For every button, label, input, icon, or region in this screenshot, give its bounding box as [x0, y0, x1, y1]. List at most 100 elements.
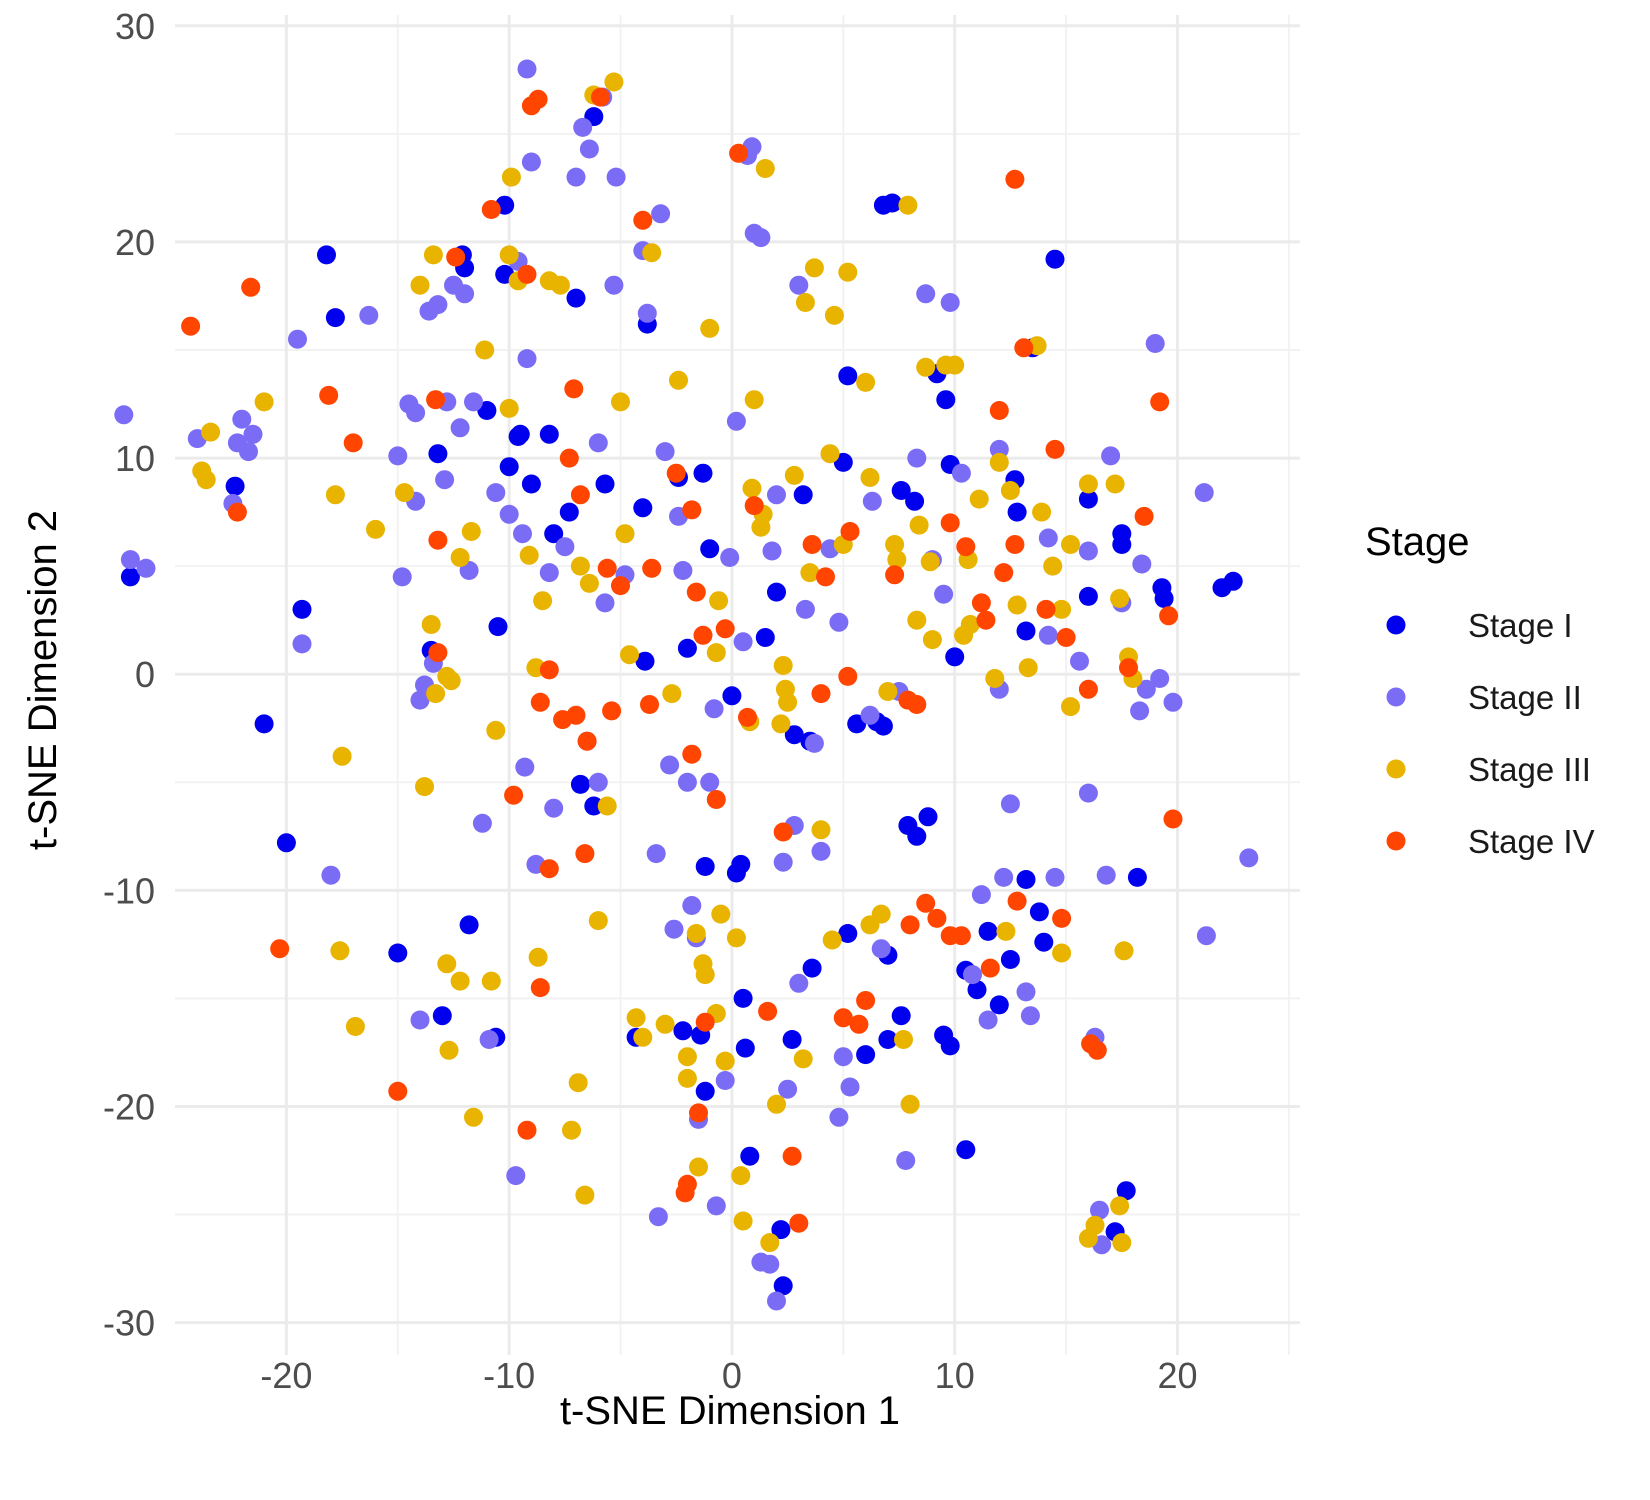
data-point [519, 545, 539, 565]
legend-key [1386, 615, 1406, 635]
data-point [432, 1006, 452, 1026]
data-point [744, 390, 764, 410]
data-point [784, 465, 804, 485]
data-point [833, 1008, 853, 1028]
data-point [802, 958, 822, 978]
data-point [332, 746, 352, 766]
data-point [513, 524, 532, 544]
data-point [506, 1166, 526, 1186]
data-point [559, 448, 579, 468]
data-point [435, 470, 455, 490]
data-point [428, 643, 448, 663]
data-point [579, 139, 599, 159]
data-point [706, 643, 726, 663]
data-point [775, 679, 795, 699]
data-point [1007, 891, 1027, 911]
data-point [499, 398, 519, 418]
data-point [1159, 606, 1179, 626]
data-point [1045, 439, 1065, 459]
data-point [1061, 535, 1080, 554]
data-point [695, 1081, 715, 1101]
data-point [566, 705, 586, 725]
data-point [410, 1010, 430, 1030]
data-point [539, 563, 559, 583]
data-point [1132, 554, 1152, 574]
data-point [114, 405, 134, 425]
data-point [689, 1157, 708, 1177]
data-point [464, 1107, 483, 1127]
data-point [677, 1047, 697, 1067]
data-point [963, 965, 982, 985]
data-point [343, 433, 363, 453]
data-point [317, 245, 336, 265]
data-point [648, 1207, 668, 1227]
data-point [784, 725, 804, 745]
data-point [989, 401, 1009, 420]
data-point [1036, 599, 1056, 619]
data-point [410, 275, 430, 295]
data-point [1223, 571, 1243, 591]
data-point [1052, 943, 1072, 963]
data-point [254, 392, 274, 412]
legend-label: Stage IV [1468, 823, 1595, 860]
data-point [1005, 535, 1025, 554]
data-point [918, 807, 938, 827]
data-point [515, 757, 535, 777]
data-point [773, 852, 793, 872]
data-point [726, 411, 746, 431]
data-point [971, 593, 991, 613]
data-point [673, 1021, 693, 1041]
data-point [392, 567, 412, 587]
data-point [642, 558, 662, 578]
data-point [486, 483, 506, 503]
data-point [642, 243, 662, 263]
data-point [1136, 679, 1156, 699]
data-point [673, 561, 693, 580]
data-point [820, 444, 840, 464]
x-axis-title: t-SNE Dimension 1 [560, 1389, 900, 1433]
data-point [1032, 502, 1052, 522]
data-point [862, 491, 882, 511]
data-point [909, 515, 929, 535]
legend-key [1386, 687, 1406, 707]
data-point [677, 638, 697, 658]
data-point [575, 844, 595, 864]
data-point [677, 772, 697, 792]
data-point [971, 885, 991, 905]
data-point [662, 684, 682, 704]
data-point [675, 1183, 695, 1203]
data-point [800, 563, 820, 583]
data-point [426, 684, 446, 704]
data-point [441, 671, 461, 691]
data-point [755, 159, 775, 178]
data-point [486, 720, 506, 740]
data-point [1018, 658, 1038, 678]
data-point [562, 1120, 581, 1140]
data-point [934, 584, 954, 604]
data-point [1150, 669, 1170, 688]
data-point [916, 284, 936, 304]
data-point [366, 519, 385, 539]
y-tick-label: 10 [115, 438, 155, 479]
data-point [426, 390, 446, 410]
data-point [706, 790, 726, 809]
data-point [811, 684, 831, 704]
data-point [1005, 169, 1025, 189]
data-point [871, 939, 891, 959]
data-point [709, 591, 729, 611]
data-point [978, 921, 998, 941]
data-point [499, 504, 519, 524]
data-point [802, 535, 822, 554]
data-point [664, 919, 684, 939]
data-point [773, 656, 793, 675]
data-point [388, 446, 408, 466]
data-point [319, 385, 339, 405]
data-point [633, 1027, 653, 1047]
y-axis-tick-labels: -30 -20 -10 0 10 20 30 [103, 6, 155, 1344]
data-point [735, 1038, 755, 1058]
x-tick-label: 0 [722, 1355, 742, 1396]
data-point [325, 308, 345, 328]
data-point [711, 904, 731, 924]
data-point [849, 1014, 869, 1034]
data-point [566, 167, 586, 187]
